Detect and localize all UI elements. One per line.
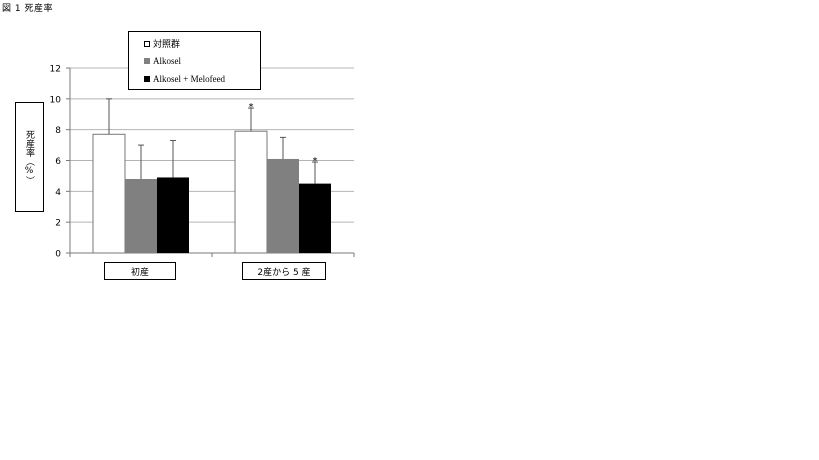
legend-label-control: 対照群 (153, 39, 181, 50)
category-label-box-2: 2産から 5 産 (242, 262, 326, 280)
category-label-box-1: 初産 (104, 262, 176, 280)
legend: 対照群 Alkosel Alkosel + Melofeed (128, 31, 261, 90)
bar (92, 133, 126, 254)
y-tick-label: 0 (55, 250, 61, 260)
bar (125, 179, 157, 253)
y-axis-label: 死産率（%） (24, 129, 34, 185)
y-tick-label: 10 (50, 95, 62, 105)
y-tick-label: 4 (55, 188, 61, 198)
y-tick-label: 6 (55, 157, 61, 167)
legend-item-alkosel-melofeed: Alkosel + Melofeed (144, 70, 260, 88)
legend-swatch-alkosel (144, 58, 150, 65)
category-label-1: 初産 (130, 267, 149, 278)
bar (267, 158, 299, 253)
legend-swatch-control (144, 40, 150, 47)
figure-title: 図 1 死産率 (2, 4, 53, 14)
bar (234, 130, 268, 254)
legend-item-alkosel: Alkosel (144, 53, 260, 71)
legend-item-control: 対照群 (144, 35, 260, 53)
category-label-2: 2産から 5 産 (257, 267, 311, 278)
legend-label-alkosel: Alkosel (153, 56, 181, 67)
y-axis-label-box: 死産率（%） (15, 102, 44, 212)
legend-swatch-alkosel-melofeed (144, 75, 150, 82)
y-tick-label: 2 (55, 219, 61, 229)
bar (299, 183, 331, 253)
significance-mark: * (313, 156, 318, 167)
legend-label-alkosel-melofeed: Alkosel + Melofeed (153, 73, 226, 84)
significance-mark: * (249, 102, 254, 113)
y-tick-label: 8 (55, 126, 61, 136)
y-tick-label: 12 (50, 65, 61, 75)
bar (157, 177, 189, 253)
